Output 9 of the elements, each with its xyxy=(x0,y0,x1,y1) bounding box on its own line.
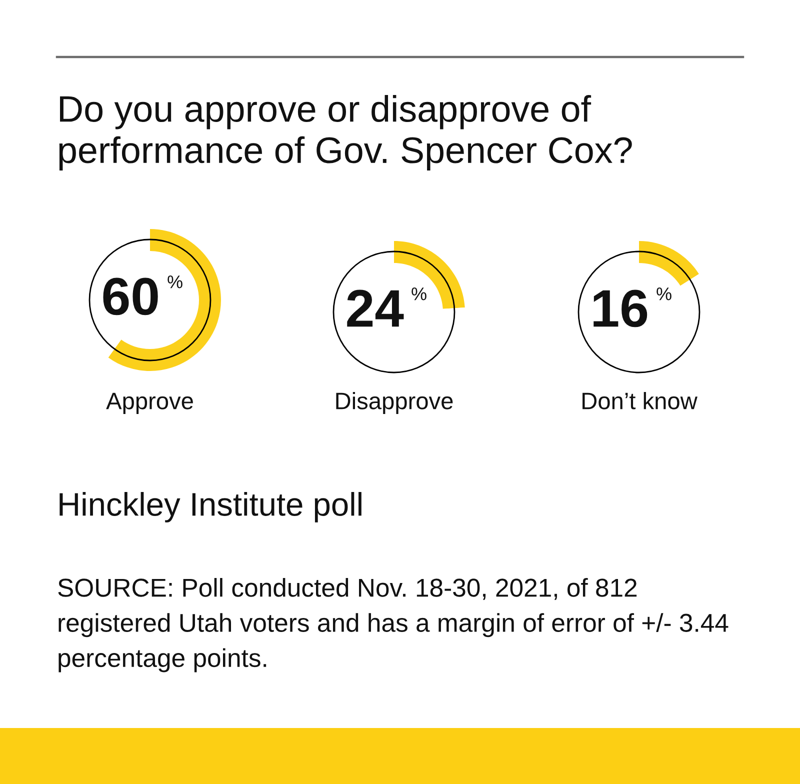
source-note: SOURCE: Poll conducted Nov. 18-30, 2021, of 812 registered Utah voters and has a margin of error of +/- 3.44 percentage points. xyxy=(58,578,728,672)
text: Hinckley Institute poll xyxy=(60,492,362,522)
text: Approve xyxy=(106,392,193,414)
text: 60% xyxy=(103,276,182,316)
text: Disapprove xyxy=(336,392,453,414)
text: 16% xyxy=(594,288,672,328)
text: 24% xyxy=(347,288,426,327)
text: Do you approve or disapprove of performance of Gov. Spencer Cox? xyxy=(59,95,632,171)
text: Don’t know xyxy=(582,392,698,410)
